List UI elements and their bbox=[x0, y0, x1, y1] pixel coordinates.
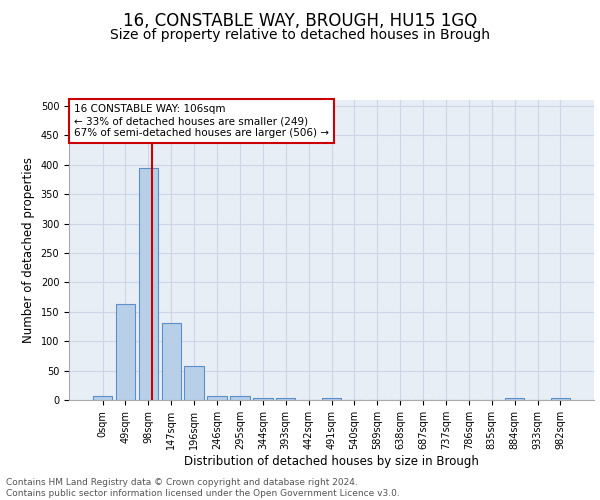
Bar bbox=[208, 396, 227, 400]
Bar bbox=[505, 398, 524, 400]
Text: 16 CONSTABLE WAY: 106sqm
← 33% of detached houses are smaller (249)
67% of semi-: 16 CONSTABLE WAY: 106sqm ← 33% of detach… bbox=[74, 104, 329, 138]
Text: Size of property relative to detached houses in Brough: Size of property relative to detached ho… bbox=[110, 28, 490, 42]
Bar bbox=[253, 398, 272, 400]
Bar bbox=[161, 323, 181, 400]
Text: Contains HM Land Registry data © Crown copyright and database right 2024.
Contai: Contains HM Land Registry data © Crown c… bbox=[6, 478, 400, 498]
Bar bbox=[230, 396, 250, 400]
Text: 16, CONSTABLE WAY, BROUGH, HU15 1GQ: 16, CONSTABLE WAY, BROUGH, HU15 1GQ bbox=[123, 12, 477, 30]
Bar bbox=[551, 398, 570, 400]
Bar bbox=[116, 304, 135, 400]
Bar bbox=[322, 398, 341, 400]
Y-axis label: Number of detached properties: Number of detached properties bbox=[22, 157, 35, 343]
Bar bbox=[184, 366, 204, 400]
Bar bbox=[139, 168, 158, 400]
Bar bbox=[93, 396, 112, 400]
X-axis label: Distribution of detached houses by size in Brough: Distribution of detached houses by size … bbox=[184, 454, 479, 468]
Bar bbox=[276, 398, 295, 400]
